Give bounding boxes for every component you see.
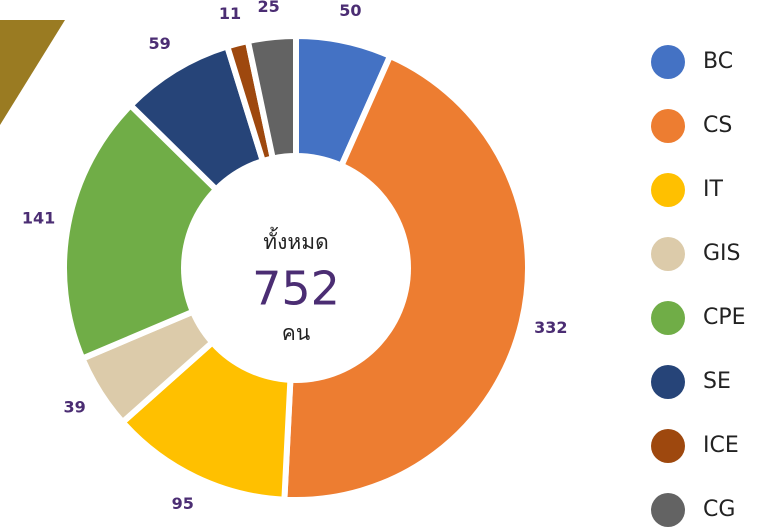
value-label: 50	[339, 1, 361, 20]
legend-label: SE	[703, 369, 731, 394]
value-label: 11	[219, 4, 241, 23]
legend-label: CS	[703, 113, 732, 138]
donut-hole	[181, 153, 411, 383]
center-total: 752	[252, 262, 340, 316]
legend-label: BC	[703, 49, 733, 74]
center-top: ทั้งหมด	[263, 227, 328, 254]
legend-label: IT	[703, 177, 723, 202]
legend-swatch	[651, 493, 685, 527]
legend-swatch	[651, 429, 685, 463]
legend-swatch	[651, 365, 685, 399]
legend-swatch	[651, 45, 685, 79]
decoration	[0, 20, 65, 125]
value-label: 141	[22, 209, 55, 228]
legend-label: ICE	[703, 433, 739, 458]
legend-swatch	[651, 301, 685, 335]
value-label: 59	[149, 34, 171, 53]
legend-label: CG	[703, 497, 735, 522]
center-bottom: คน	[282, 321, 310, 345]
legend-label: GIS	[703, 241, 741, 266]
value-label: 39	[63, 398, 85, 417]
value-label: 95	[172, 494, 194, 513]
legend-swatch	[651, 109, 685, 143]
value-label: 332	[534, 318, 567, 337]
legend-swatch	[651, 173, 685, 207]
legend-swatch	[651, 237, 685, 271]
value-label: 25	[258, 0, 280, 16]
legend-label: CPE	[703, 305, 746, 330]
